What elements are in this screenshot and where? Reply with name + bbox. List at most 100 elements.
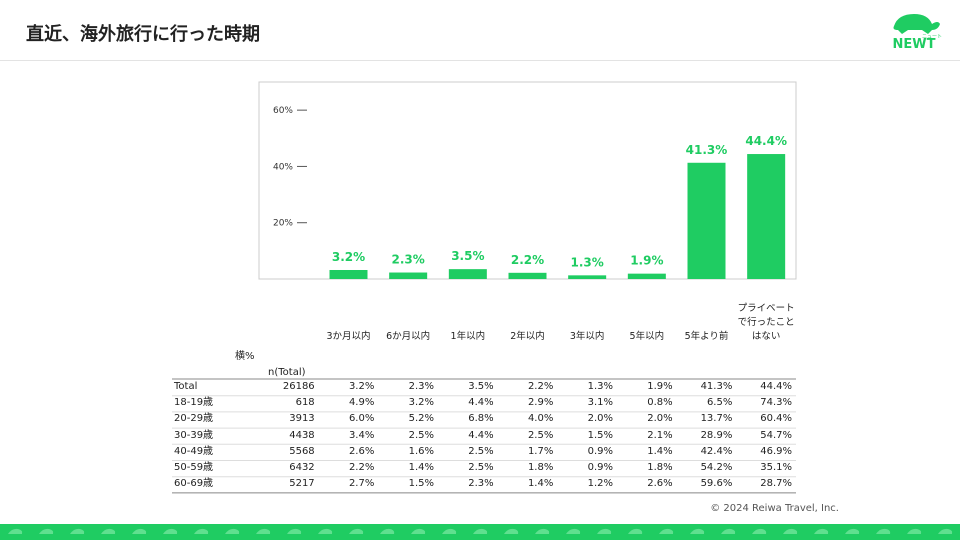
x-tick-label: 5年以内 (629, 331, 665, 342)
strip-pattern (287, 528, 302, 534)
table-cell: 1.5% (408, 478, 434, 490)
table-n-header: n(Total) (268, 367, 306, 378)
strip-pattern (814, 528, 829, 534)
table-cell: 1.3% (587, 381, 613, 392)
strip-pattern (938, 528, 953, 534)
table-cell: 5217 (289, 478, 315, 490)
table-cell: 2.2% (348, 462, 375, 473)
y-tick-label: 20% (273, 219, 293, 229)
value-label: 1.9% (630, 254, 663, 268)
row-label: 40-49歳 (174, 445, 214, 457)
strip-pattern (597, 528, 612, 534)
copyright: © 2024 Reiwa Travel, Inc. (710, 503, 839, 514)
table-cell: 4.4% (468, 429, 494, 441)
value-label: 3.2% (332, 250, 365, 264)
table-cell: 4.9% (348, 397, 375, 409)
table-cell: 618 (295, 397, 315, 409)
table-cell: 2.9% (527, 397, 554, 409)
table-cell: 3.1% (587, 397, 613, 409)
divider (0, 60, 960, 61)
table-cell: 6.0% (348, 413, 375, 425)
table-cell: 1.5% (587, 429, 613, 441)
table-cell: 2.3% (468, 478, 494, 490)
strip-pattern (659, 528, 674, 534)
table-cell: 5.2% (408, 413, 434, 425)
table-cell: 3913 (289, 413, 315, 425)
strip-pattern (132, 528, 147, 534)
value-label: 2.3% (392, 253, 425, 267)
bar (687, 162, 726, 279)
logo-name: NEWT (893, 37, 936, 52)
table-cell: 3.2% (408, 397, 434, 409)
x-tick-label: 3か月以内 (326, 331, 371, 342)
table-cell: 2.2% (527, 381, 554, 392)
strip-pattern (194, 528, 209, 534)
strip-pattern (473, 528, 488, 534)
strip-pattern (70, 528, 85, 534)
table-cell: 54.2% (700, 462, 733, 473)
table-cell: 6.5% (706, 397, 733, 409)
table-cell: 2.5% (468, 445, 494, 457)
table-cell: 0.9% (587, 462, 613, 473)
table-cell: 2.3% (408, 381, 434, 392)
x-tick-label: 1年以内 (450, 331, 486, 342)
table-cell: 4.0% (527, 413, 554, 425)
strip-pattern (628, 528, 643, 534)
strip-pattern (256, 528, 271, 534)
table-cell: 0.8% (647, 397, 673, 409)
bar (329, 269, 368, 279)
strip-pattern (380, 528, 395, 534)
value-label: 1.3% (571, 255, 604, 269)
strip-pattern (8, 528, 23, 534)
table-cell: 1.7% (527, 445, 554, 457)
row-label: 50-59歳 (174, 462, 214, 473)
row-label: 30-39歳 (174, 429, 214, 441)
table-cell: 13.7% (700, 413, 733, 425)
x-tick-label: 2年以内 (510, 331, 545, 342)
table-cell: 4.4% (468, 397, 494, 409)
logo-icon (893, 14, 940, 34)
table-cell: 2.5% (408, 429, 434, 441)
table-cell: 59.6% (700, 478, 733, 490)
table-cell: 5568 (289, 445, 315, 457)
bar (747, 154, 786, 279)
table-cell: 54.7% (760, 429, 792, 441)
bar (389, 272, 428, 279)
x-tick-label: 3年以内 (569, 331, 605, 342)
strip-pattern (721, 528, 736, 534)
strip-pattern (163, 528, 178, 534)
row-label: Total (174, 381, 198, 392)
table-cell: 41.3% (700, 381, 733, 392)
table-cell: 2.5% (468, 462, 494, 473)
table-cell: 2.1% (647, 429, 673, 441)
strip-pattern (783, 528, 798, 534)
table-corner: 横% (235, 351, 255, 362)
table-cell: 2.0% (587, 413, 613, 425)
table-cell: 28.9% (700, 429, 733, 441)
logo: NEWT ニュート (893, 14, 942, 52)
y-tick-label: 40% (273, 162, 293, 172)
x-tick-label: プライベートで行ったことはない (737, 303, 795, 342)
strip-pattern (876, 528, 891, 534)
x-tick-label: 6か月以内 (386, 331, 431, 342)
table-cell: 6.8% (468, 413, 494, 425)
table-cell: 1.8% (647, 462, 673, 473)
strip-pattern (535, 528, 550, 534)
value-label: 2.2% (511, 253, 544, 267)
table-cell: 3.4% (348, 429, 375, 441)
table-cell: 60.4% (760, 413, 792, 425)
strip-pattern (225, 528, 240, 534)
table-cell: 44.4% (760, 381, 792, 392)
row-label: 60-69歳 (174, 478, 214, 490)
table-cell: 2.6% (348, 445, 375, 457)
bar (508, 272, 547, 279)
table-cell: 1.8% (527, 462, 554, 473)
table-cell: 1.4% (527, 478, 554, 490)
strip-pattern (752, 528, 767, 534)
x-tick-label: 5年より前 (684, 331, 729, 342)
table-cell: 0.9% (587, 445, 613, 457)
table-cell: 1.9% (647, 381, 673, 392)
bar (568, 275, 607, 279)
table-cell: 35.1% (760, 462, 792, 473)
